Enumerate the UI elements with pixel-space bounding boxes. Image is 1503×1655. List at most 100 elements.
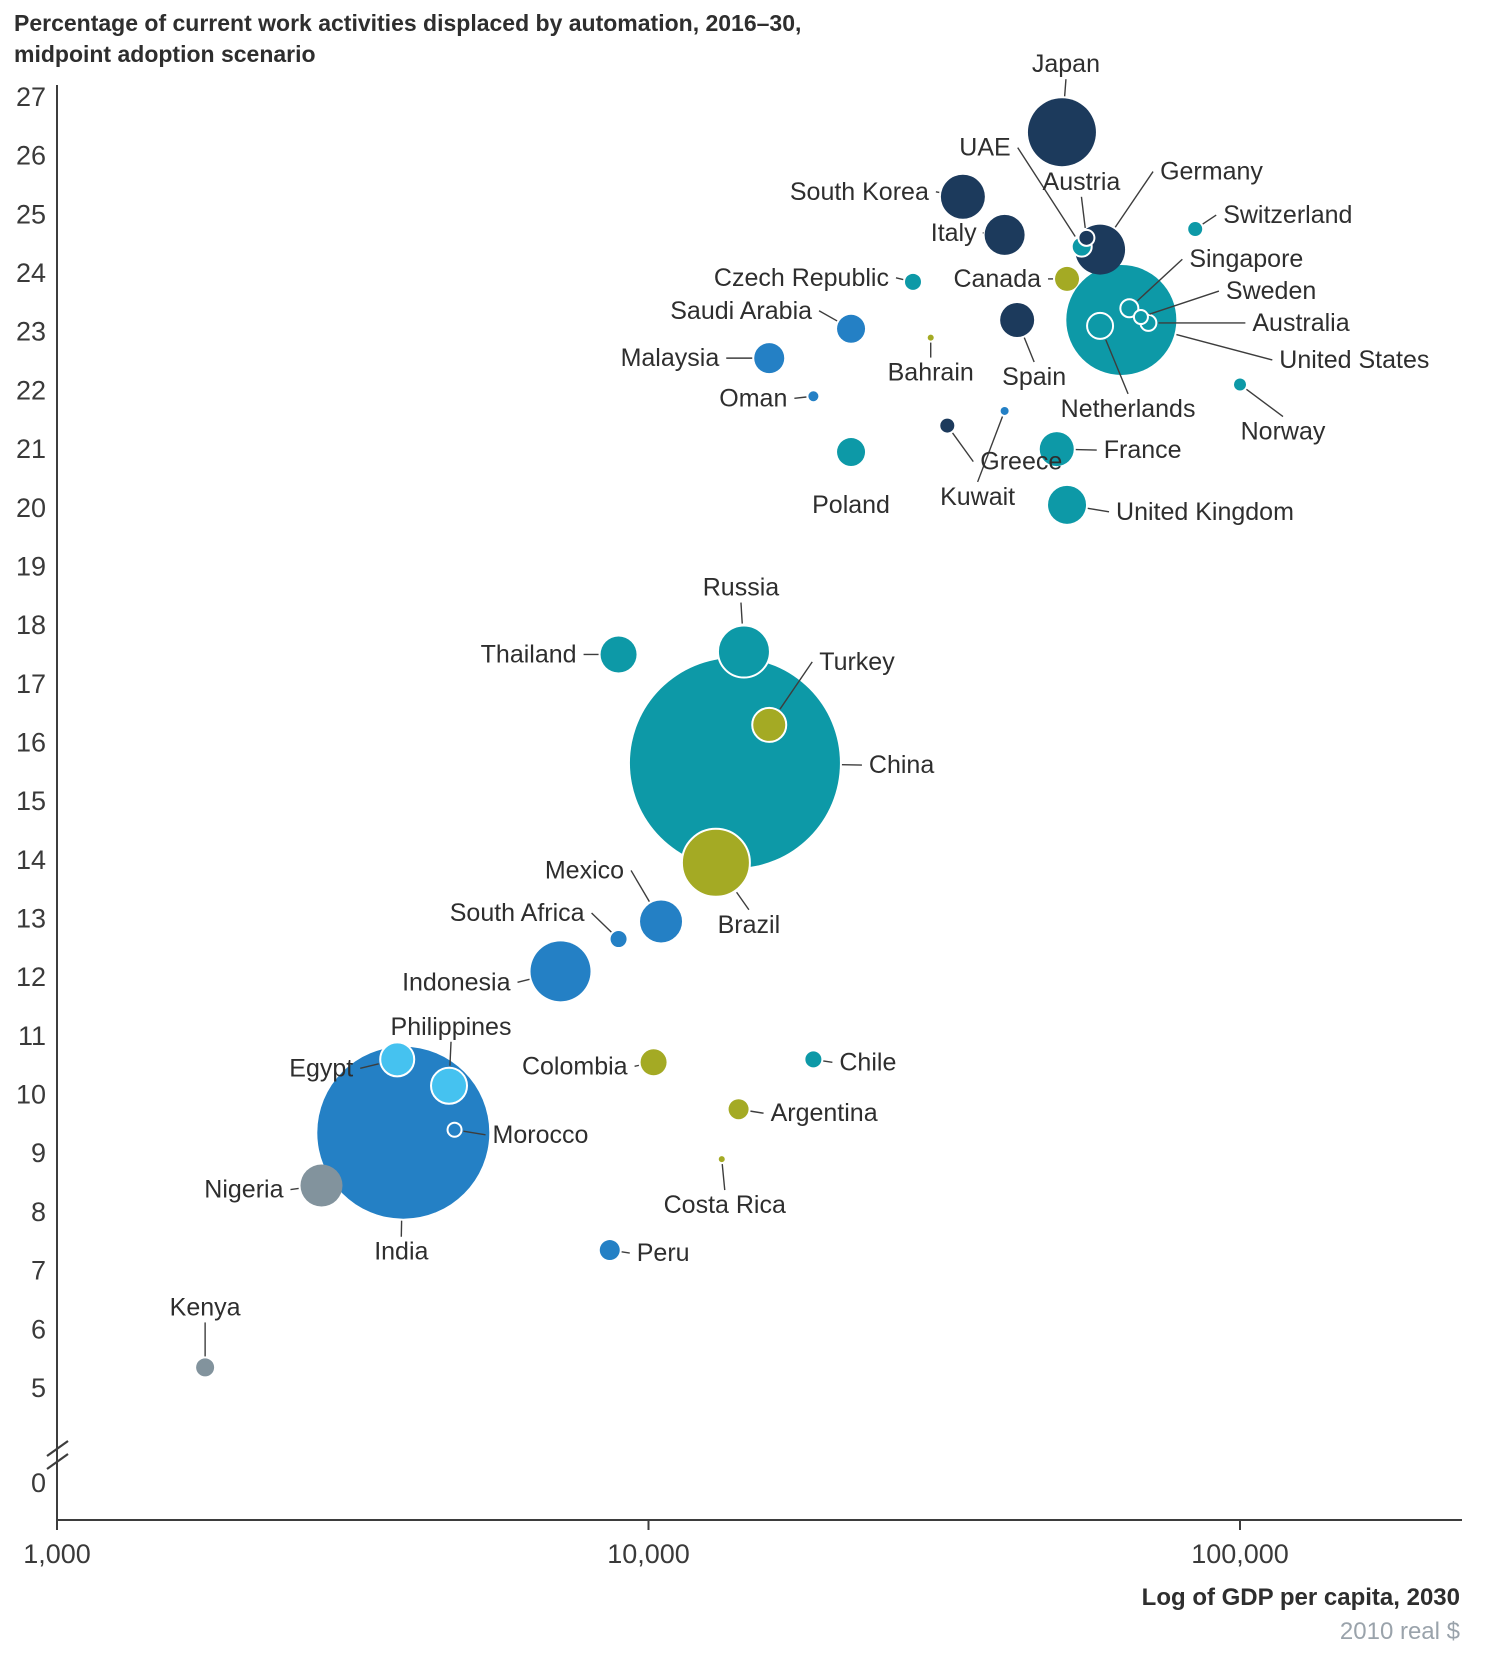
leader-norway xyxy=(1245,388,1284,418)
leader-japan xyxy=(1063,79,1067,97)
bubble-austria xyxy=(1077,228,1096,247)
country-label-greece: Greece xyxy=(980,448,1062,476)
country-label-kuwait: Kuwait xyxy=(940,483,1015,511)
country-label-thailand: Thailand xyxy=(481,640,577,668)
country-label-south-korea: South Korea xyxy=(790,178,929,206)
country-label-japan: Japan xyxy=(1032,50,1100,78)
bubble-poland xyxy=(837,438,866,467)
leader-colombia xyxy=(634,1064,640,1067)
leader-philippines xyxy=(449,1041,452,1066)
y-tick-label-6: 6 xyxy=(31,1314,46,1344)
bubble-philippines xyxy=(430,1066,469,1105)
country-label-costa-rica: Costa Rica xyxy=(664,1191,786,1219)
bubble-france xyxy=(1039,432,1074,467)
y-tick-label-19: 19 xyxy=(16,551,46,581)
country-label-oman: Oman xyxy=(719,384,787,412)
bubble-chile xyxy=(805,1051,822,1068)
leader-south-korea xyxy=(935,191,940,194)
bubble-south-korea xyxy=(940,174,985,219)
bubble-mexico xyxy=(640,900,683,943)
bubble-united-states xyxy=(1066,264,1177,375)
country-label-czech-republic: Czech Republic xyxy=(714,264,889,292)
leader-oman xyxy=(794,396,807,399)
bubble-sweden xyxy=(1132,309,1149,326)
bubble-south-africa xyxy=(610,931,627,948)
country-label-australia: Australia xyxy=(1252,309,1349,337)
chart-title-line2: midpoint adoption scenario xyxy=(14,41,316,67)
leader-chile xyxy=(823,1060,833,1064)
bubble-netherlands xyxy=(1086,311,1115,340)
leader-switzerland xyxy=(1202,214,1217,225)
country-label-colombia: Colombia xyxy=(522,1052,628,1080)
country-label-philippines: Philippines xyxy=(391,1013,512,1041)
bubble-united-kingdom xyxy=(1048,485,1087,524)
bubble-costa-rica xyxy=(718,1156,725,1163)
bubble-singapore xyxy=(1119,298,1140,319)
country-label-chile: Chile xyxy=(839,1048,896,1076)
country-label-peru: Peru xyxy=(637,1239,690,1267)
country-label-bahrain: Bahrain xyxy=(888,359,974,387)
country-label-brazil: Brazil xyxy=(718,911,781,939)
bubble-norway xyxy=(1234,378,1246,391)
y-axis-break-mark xyxy=(46,1440,69,1457)
leader-austria xyxy=(1080,196,1086,228)
country-label-netherlands: Netherlands xyxy=(1061,395,1196,423)
leader-germany xyxy=(1114,171,1154,228)
leader-mexico xyxy=(630,870,650,902)
leader-peru xyxy=(621,1251,630,1254)
country-label-kenya: Kenya xyxy=(170,1293,241,1321)
y-tick-label-27: 27 xyxy=(16,82,46,112)
y-tick-label-24: 24 xyxy=(16,258,46,288)
country-label-austria: Austria xyxy=(1043,168,1121,196)
y-tick-label-0: 0 xyxy=(31,1468,46,1498)
bubble-japan xyxy=(1027,98,1096,167)
chart-title-line1: Percentage of current work activities di… xyxy=(14,10,802,36)
bubble-malaysia xyxy=(754,343,785,374)
country-label-united-kingdom: United Kingdom xyxy=(1116,498,1294,526)
country-label-argentina: Argentina xyxy=(771,1099,878,1127)
y-tick-label-18: 18 xyxy=(16,610,46,640)
country-label-france: France xyxy=(1104,436,1182,464)
country-label-united-states: United States xyxy=(1279,346,1429,374)
y-tick-label-16: 16 xyxy=(16,727,46,757)
country-label-turkey: Turkey xyxy=(819,648,895,676)
leader-argentina xyxy=(750,1110,764,1114)
y-axis-break-mark xyxy=(46,1453,69,1470)
y-tick-label-11: 11 xyxy=(18,1021,46,1051)
bubble-china xyxy=(629,658,840,869)
leader-singapore xyxy=(1136,258,1183,302)
country-label-norway: Norway xyxy=(1241,418,1326,446)
country-label-switzerland: Switzerland xyxy=(1223,201,1352,229)
bubble-spain xyxy=(1000,302,1035,337)
y-tick-label-5: 5 xyxy=(31,1373,46,1403)
chart-title: Percentage of current work activities di… xyxy=(14,8,801,70)
y-tick-label-22: 22 xyxy=(16,375,46,405)
x-axis-label: Log of GDP per capita, 2030 xyxy=(1141,1584,1460,1611)
bubble-switzerland xyxy=(1188,222,1203,237)
y-tick-label-15: 15 xyxy=(16,786,46,816)
country-label-spain: Spain xyxy=(1002,363,1066,391)
y-tick-label-23: 23 xyxy=(16,317,46,347)
leader-sweden xyxy=(1149,290,1220,315)
leader-france xyxy=(1075,448,1097,451)
bubble-bahrain xyxy=(927,334,934,341)
y-tick-label-20: 20 xyxy=(16,493,46,523)
country-label-italy: Italy xyxy=(931,219,977,247)
leader-costa-rica xyxy=(721,1164,726,1191)
leader-greece xyxy=(951,432,974,463)
leader-netherlands xyxy=(1105,339,1129,395)
country-label-uae: UAE xyxy=(959,134,1010,162)
bubble-peru xyxy=(599,1240,620,1261)
bubble-morocco xyxy=(446,1121,463,1138)
x-tick-label-100000: 100,000 xyxy=(1191,1539,1289,1569)
leader-morocco xyxy=(463,1130,486,1136)
bubble-kuwait xyxy=(1000,406,1009,415)
country-label-sweden: Sweden xyxy=(1226,277,1316,305)
leader-united-kingdom xyxy=(1087,507,1110,513)
bubble-turkey xyxy=(751,706,788,743)
bubble-saudi-arabia xyxy=(837,314,866,343)
country-label-germany: Germany xyxy=(1160,158,1263,186)
x-tick-label-10000: 10,000 xyxy=(607,1539,690,1569)
bubble-indonesia xyxy=(530,941,591,1002)
